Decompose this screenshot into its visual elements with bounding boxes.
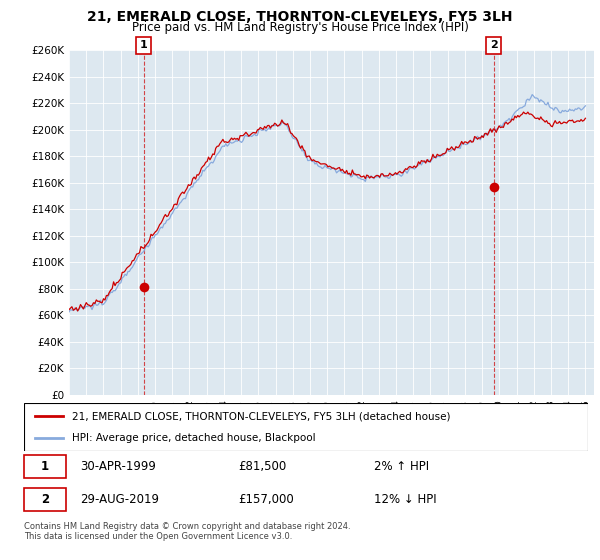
Text: £81,500: £81,500 [238,460,287,473]
Text: 21, EMERALD CLOSE, THORNTON-CLEVELEYS, FY5 3LH (detached house): 21, EMERALD CLOSE, THORNTON-CLEVELEYS, F… [72,411,451,421]
Text: Price paid vs. HM Land Registry's House Price Index (HPI): Price paid vs. HM Land Registry's House … [131,21,469,34]
Text: 2: 2 [41,493,49,506]
Text: 21, EMERALD CLOSE, THORNTON-CLEVELEYS, FY5 3LH: 21, EMERALD CLOSE, THORNTON-CLEVELEYS, F… [87,10,513,24]
FancyBboxPatch shape [24,488,66,511]
Text: 29-AUG-2019: 29-AUG-2019 [80,493,160,506]
FancyBboxPatch shape [24,455,66,478]
Text: 12% ↓ HPI: 12% ↓ HPI [374,493,436,506]
Text: 1: 1 [140,40,148,50]
Text: HPI: Average price, detached house, Blackpool: HPI: Average price, detached house, Blac… [72,433,316,443]
Text: £157,000: £157,000 [238,493,294,506]
Text: 30-APR-1999: 30-APR-1999 [80,460,156,473]
Text: 2: 2 [490,40,497,50]
Text: 2% ↑ HPI: 2% ↑ HPI [374,460,429,473]
Text: 1: 1 [41,460,49,473]
Text: Contains HM Land Registry data © Crown copyright and database right 2024.
This d: Contains HM Land Registry data © Crown c… [24,522,350,542]
